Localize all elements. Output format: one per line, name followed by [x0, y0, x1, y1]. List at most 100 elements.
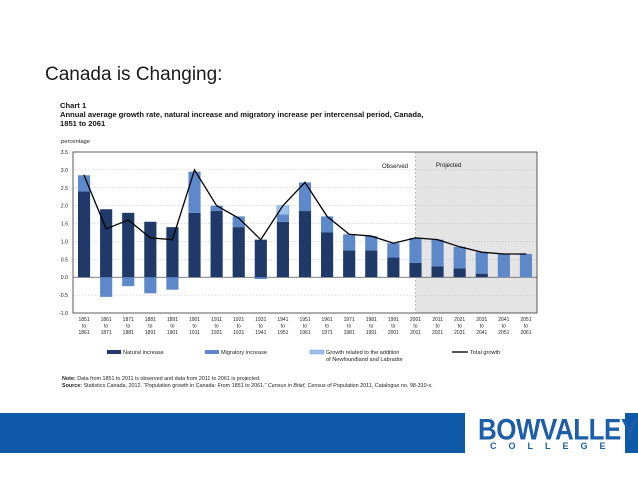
bar-natural-increase — [409, 262, 422, 278]
bar-migratory-increase — [387, 243, 400, 258]
plot-frame — [72, 151, 538, 314]
x-tick-label: to — [281, 324, 285, 330]
x-tick-label: to — [259, 324, 263, 330]
x-tick-label: 1931 — [255, 317, 266, 323]
logo-wordmark: BOWVALLEY — [478, 412, 638, 447]
bar-natural-increase — [276, 221, 289, 278]
bar-migratory-increase — [77, 175, 91, 192]
x-tick-label: 2021 — [432, 330, 443, 336]
x-tick-label: to — [170, 324, 174, 330]
x-tick-label: 1941 — [277, 317, 288, 323]
total-growth-point — [171, 239, 174, 241]
y-tick-label: 3.5 — [61, 150, 68, 156]
total-growth-point — [436, 239, 439, 241]
chart-note: Note: Data from 1851 to 2011 is observed… — [62, 376, 433, 390]
x-tick-label: 1861 — [101, 317, 112, 323]
bar-migratory-increase — [497, 253, 510, 278]
total-growth-point — [282, 205, 284, 207]
total-growth-point — [193, 169, 196, 171]
slide-title: Canada is Changing: — [45, 64, 223, 85]
bar-natural-increase — [365, 250, 378, 278]
x-tick-label: to — [391, 324, 395, 330]
x-tick-label: to — [192, 324, 196, 330]
y-axis-label: percentage — [61, 139, 90, 145]
bar-natural-increase — [122, 212, 135, 278]
legend-label-natural: Natural increase — [123, 350, 164, 356]
bar-migratory-increase — [409, 237, 422, 263]
x-tick-label: 2001 — [410, 317, 421, 323]
observed-label: Observed — [382, 164, 408, 170]
bar-migratory-increase — [122, 277, 135, 287]
total-growth-point — [326, 215, 328, 217]
bar-natural-increase — [453, 268, 466, 278]
chart-heading: Chart 1 Annual average growth rate, natu… — [60, 101, 440, 128]
logo-subtitle: COLLEGE — [490, 441, 618, 451]
x-tick-label: 2041 — [476, 330, 487, 336]
x-tick-label: 1861 — [78, 330, 89, 336]
x-tick-label: 2031 — [454, 330, 465, 336]
x-tick-label: to — [480, 324, 484, 330]
x-tick-label: 1901 — [167, 330, 178, 336]
total-growth-point — [414, 237, 417, 239]
chart-label: Chart 1 — [60, 101, 87, 110]
y-tick-label: 1.0 — [61, 239, 68, 245]
legend-swatch-natural — [107, 350, 121, 354]
y-tick-label: 2.0 — [61, 204, 68, 210]
x-tick-label: 1961 — [299, 330, 310, 336]
x-tick-label: 1901 — [189, 317, 200, 323]
bar-natural-increase — [254, 239, 267, 278]
x-tick-label: to — [458, 324, 462, 330]
bar-migratory-increase — [343, 234, 356, 251]
note-text: Data from 1851 to 2011 is observed and d… — [77, 376, 261, 382]
bar-natural-increase — [475, 273, 488, 278]
x-tick-label: 1941 — [255, 330, 266, 336]
x-tick-label: 1911 — [211, 317, 222, 323]
total-growth-point — [260, 239, 262, 241]
total-growth-point — [238, 217, 240, 219]
legend-swatch-migratory — [205, 350, 219, 354]
x-tick-label: to — [325, 324, 329, 330]
x-tick-label: 1881 — [145, 317, 156, 323]
y-tick-label: 1.5 — [61, 222, 68, 228]
total-growth-point — [348, 233, 350, 235]
bar-natural-increase — [100, 209, 113, 278]
x-tick-label: to — [104, 324, 108, 330]
total-growth-point — [127, 219, 129, 221]
bar-natural-increase — [387, 257, 400, 278]
bar-natural-increase — [321, 232, 334, 278]
x-tick-label: 1961 — [322, 317, 333, 323]
x-tick-label: 2001 — [388, 330, 399, 336]
total-growth-point — [503, 253, 505, 255]
bar-natural-increase — [188, 212, 201, 278]
legend-label-migratory: Migratory increase — [221, 350, 267, 356]
bar-migratory-increase — [166, 277, 179, 290]
x-tick-label: 1991 — [366, 330, 377, 336]
x-tick-label: to — [215, 324, 219, 330]
source-italic: Census in Brief, — [267, 383, 306, 389]
x-tick-label: 1891 — [167, 317, 178, 323]
total-growth-point — [105, 228, 107, 230]
x-tick-label: 1931 — [233, 330, 244, 336]
bar-migratory-increase — [210, 205, 223, 212]
projected-label: Projected — [436, 163, 461, 169]
legend-label-total: Total growth — [470, 350, 500, 356]
bar-migratory-increase — [144, 277, 157, 294]
x-tick-label: 1981 — [344, 330, 355, 336]
x-tick-label: 2021 — [454, 317, 465, 323]
y-tick-label: 2.5 — [61, 186, 68, 192]
y-tick-label: 0.0 — [61, 275, 68, 281]
total-growth-point — [459, 246, 461, 248]
bar-natural-increase — [77, 191, 91, 278]
total-growth-point — [525, 253, 527, 255]
bar-migratory-increase — [298, 182, 312, 212]
x-tick-label: 2051 — [498, 330, 509, 336]
x-tick-label: to — [237, 324, 241, 330]
bar-natural-increase — [298, 211, 312, 278]
legend-swatch-newfoundland — [309, 349, 325, 355]
bar-migratory-increase — [365, 236, 378, 251]
legend-label-newfoundland-1: Growth related to the addition — [326, 350, 399, 356]
x-tick-label: 2061 — [520, 330, 531, 336]
x-tick-label: to — [413, 324, 417, 330]
x-tick-label: 1921 — [233, 317, 244, 323]
x-tick-label: 1971 — [344, 317, 355, 323]
